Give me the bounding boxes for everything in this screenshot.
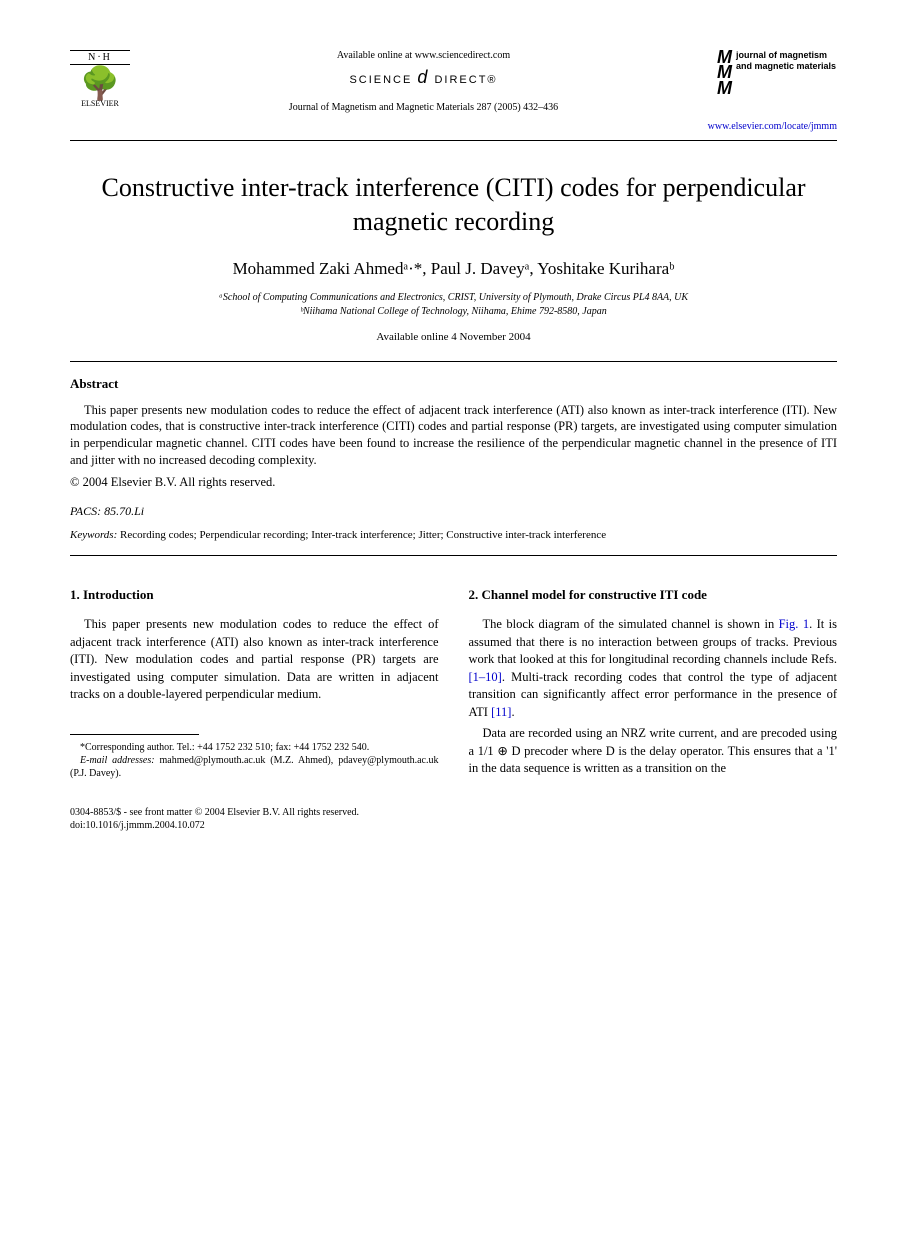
- article-title: Constructive inter-track interference (C…: [70, 171, 837, 239]
- keywords-line: Keywords: Recording codes; Perpendicular…: [70, 529, 837, 541]
- section-2-heading: 2. Channel model for constructive ITI co…: [469, 586, 838, 604]
- footnote-separator: [70, 734, 199, 735]
- publisher-name: ELSEVIER: [70, 99, 130, 108]
- journal-logo-text: journal of magnetism and magnetic materi…: [736, 50, 837, 72]
- journal-reference: Journal of Magnetism and Magnetic Materi…: [150, 102, 697, 113]
- fig-1-link[interactable]: Fig. 1: [779, 617, 809, 631]
- keywords-text: Recording codes; Perpendicular recording…: [117, 529, 606, 541]
- issn-line: 0304-8853/$ - see front matter © 2004 El…: [70, 806, 837, 819]
- section-2-para-1: The block diagram of the simulated chann…: [469, 616, 838, 721]
- center-header: Available online at www.sciencedirect.co…: [130, 50, 717, 113]
- right-column: 2. Channel model for constructive ITI co…: [469, 586, 838, 782]
- available-online-date: Available online 4 November 2004: [70, 331, 837, 343]
- refs-1-10-link[interactable]: [1–10]: [469, 670, 502, 684]
- journal-logo: MMM journal of magnetism and magnetic ma…: [717, 50, 837, 96]
- body-columns: 1. Introduction This paper presents new …: [70, 586, 837, 782]
- abstract-copyright: © 2004 Elsevier B.V. All rights reserved…: [70, 475, 837, 490]
- email-footnote: E-mail addresses: mahmed@plymouth.ac.uk …: [70, 754, 439, 780]
- header-row: N·H 🌳 ELSEVIER Available online at www.s…: [70, 50, 837, 113]
- section-1-text: This paper presents new modulation codes…: [70, 616, 439, 704]
- affiliations: ᵃSchool of Computing Communications and …: [70, 291, 837, 319]
- tree-icon: 🌳: [70, 67, 130, 99]
- publisher-initials: N·H: [70, 50, 130, 65]
- abstract-text: This paper presents new modulation codes…: [70, 402, 837, 470]
- abstract-block: Abstract This paper presents new modulat…: [70, 361, 837, 557]
- sd-left: SCIENCE: [349, 74, 412, 86]
- pacs-line: PACS: 85.70.Li: [70, 504, 837, 519]
- sd-right: DIRECT®: [434, 74, 497, 86]
- journal-url[interactable]: www.elsevier.com/locate/jmmm: [70, 121, 837, 132]
- affiliation-a: ᵃSchool of Computing Communications and …: [70, 291, 837, 305]
- corresponding-author-footnote: *Corresponding author. Tel.: +44 1752 23…: [70, 741, 439, 754]
- section-2-para-2: Data are recorded using an NRZ write cur…: [469, 725, 838, 778]
- page-footer: 0304-8853/$ - see front matter © 2004 El…: [70, 806, 837, 832]
- sciencedirect-logo: SCIENCE d DIRECT®: [150, 67, 697, 88]
- authors-line: Mohammed Zaki Ahmedᵃ·*, Paul J. Daveyᵃ, …: [70, 259, 837, 279]
- email-label: E-mail addresses:: [80, 755, 155, 766]
- keywords-label: Keywords:: [70, 529, 117, 541]
- available-online-text: Available online at www.sciencedirect.co…: [150, 50, 697, 61]
- abstract-heading: Abstract: [70, 376, 837, 392]
- publisher-logo: N·H 🌳 ELSEVIER: [70, 50, 130, 108]
- affiliation-b: ᵇNiihama National College of Technology,…: [70, 305, 837, 319]
- ref-11-link[interactable]: [11]: [491, 705, 511, 719]
- mmm-icon: MMM: [717, 50, 732, 96]
- doi-line: doi:10.1016/j.jmmm.2004.10.072: [70, 819, 837, 832]
- divider: [70, 140, 837, 141]
- sd-at-icon: d: [417, 67, 429, 87]
- section-1-heading: 1. Introduction: [70, 586, 439, 604]
- left-column: 1. Introduction This paper presents new …: [70, 586, 439, 782]
